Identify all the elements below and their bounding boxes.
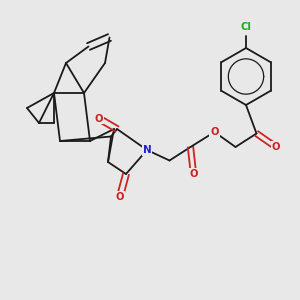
Text: O: O — [189, 169, 198, 179]
Text: O: O — [95, 113, 103, 124]
Text: O: O — [210, 127, 219, 137]
Text: N: N — [142, 145, 152, 155]
Text: O: O — [116, 191, 124, 202]
Text: Cl: Cl — [241, 22, 251, 32]
Text: O: O — [272, 142, 280, 152]
